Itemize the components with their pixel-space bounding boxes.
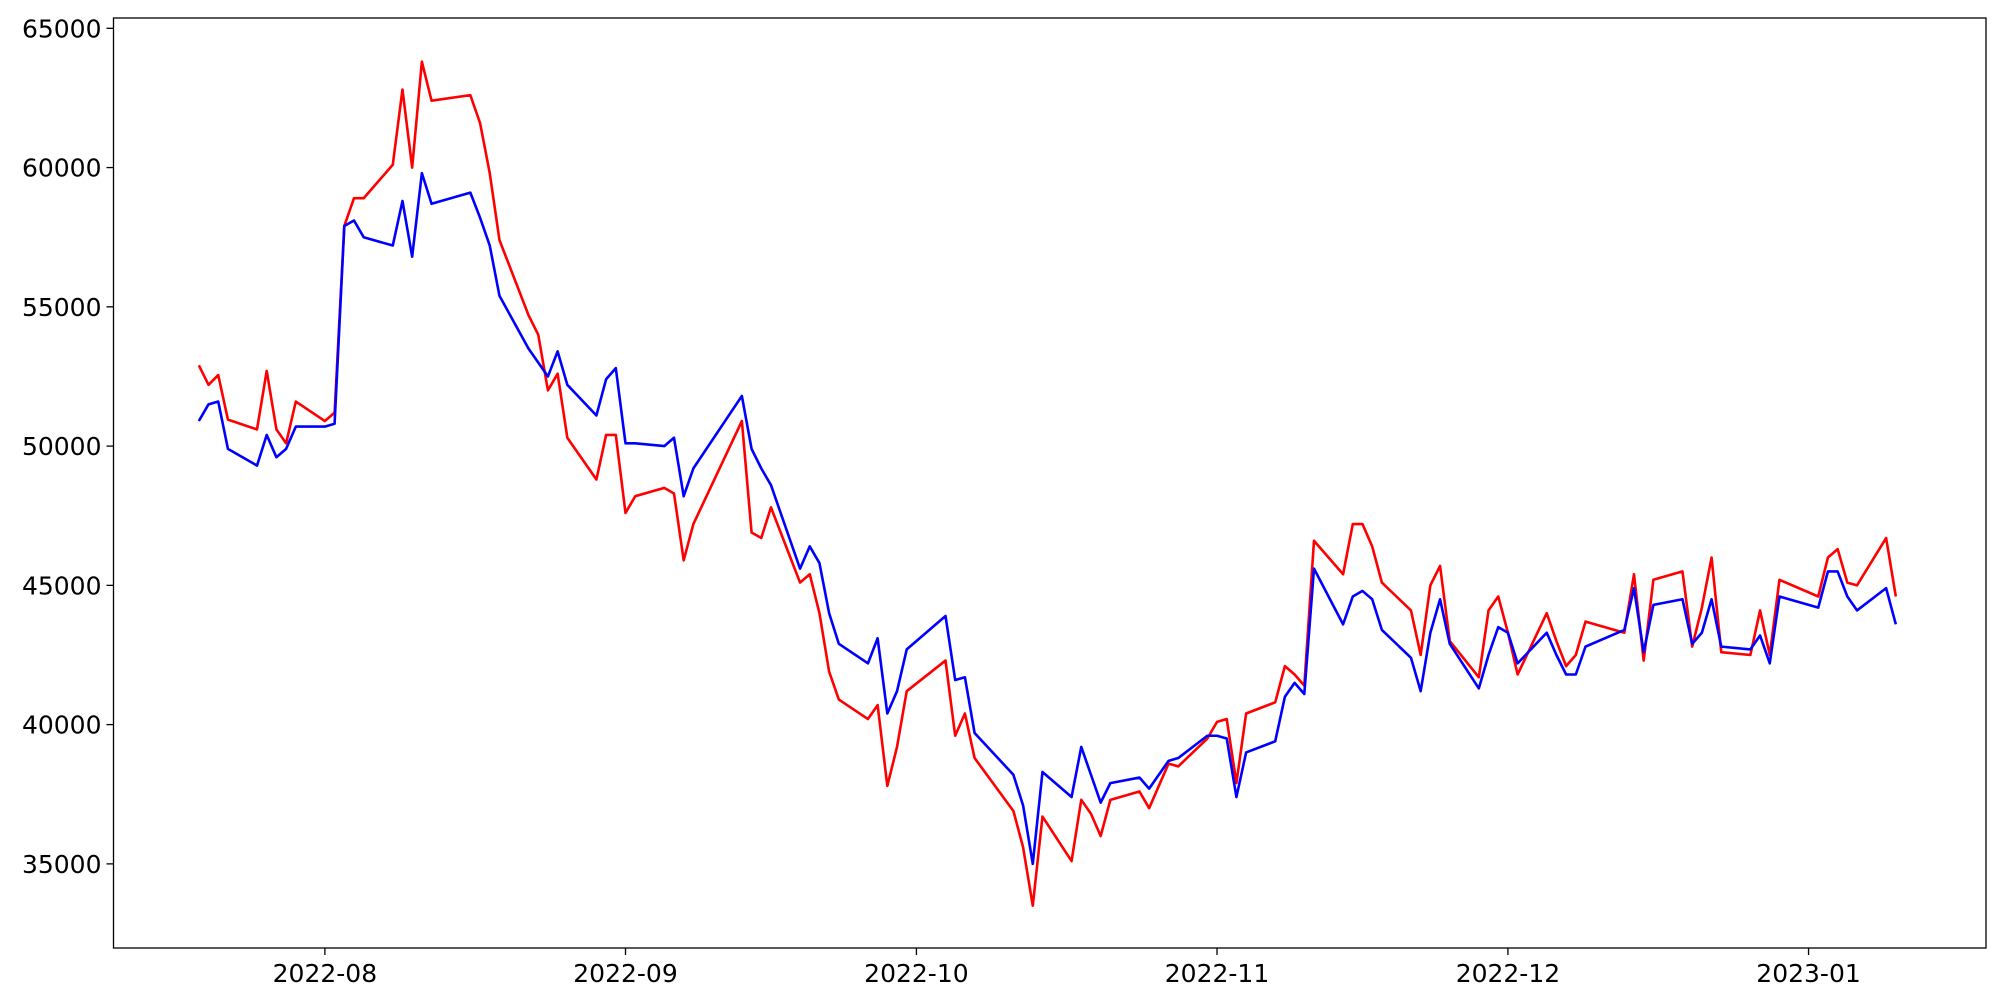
y-tick-label: 45000 [22, 571, 102, 600]
y-tick-label: 50000 [22, 432, 102, 461]
y-tick-label: 35000 [22, 850, 102, 879]
series-line [197, 60, 1898, 907]
series-line [197, 171, 1898, 866]
y-tick-label: 55000 [22, 293, 102, 322]
x-tick-label: 2022-08 [273, 959, 377, 988]
x-tick-label: 2022-09 [573, 959, 677, 988]
y-tick-label: 60000 [22, 154, 102, 183]
x-tick-label: 2022-10 [864, 959, 968, 988]
x-tick-label: 2023-01 [1756, 959, 1860, 988]
x-tick-label: 2022-12 [1456, 959, 1560, 988]
y-tick-label: 40000 [22, 711, 102, 740]
x-tick-label: 2022-11 [1165, 959, 1269, 988]
plot-frame [112, 17, 1987, 949]
y-tick-label: 65000 [22, 14, 102, 43]
